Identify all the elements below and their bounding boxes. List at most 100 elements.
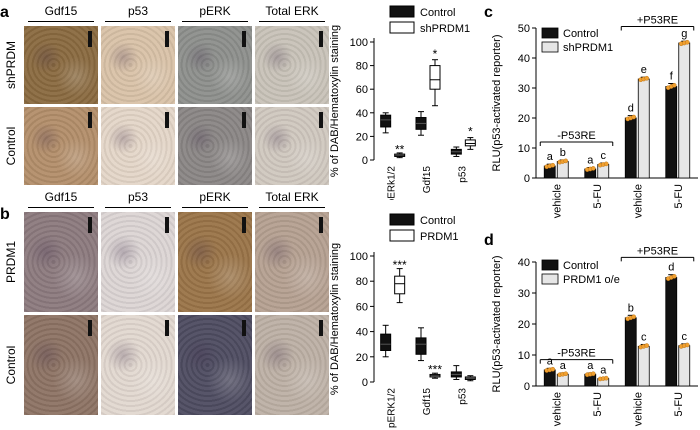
column-header-b-3: Total ERK: [265, 190, 319, 204]
micrograph-tile: [255, 26, 329, 104]
y-tick-label: 0: [362, 377, 368, 389]
legend-entry: Control: [563, 28, 598, 40]
x-tick-label: 5-FU: [673, 392, 685, 417]
group-letter: f: [670, 71, 674, 83]
significance-mark: **: [395, 142, 405, 156]
y-axis-label: % of DAB/Hematoxylin staining: [330, 25, 341, 177]
significance-mark: *: [468, 125, 473, 139]
data-point: [684, 342, 690, 348]
bar: [665, 86, 678, 179]
data-point: [590, 166, 596, 171]
y-tick-label: 0: [362, 155, 368, 167]
micrograph-tile: [178, 26, 252, 104]
micrograph-tile: [101, 107, 175, 185]
box: [380, 333, 392, 351]
legend-swatch: [389, 229, 415, 242]
y-tick-label: 20: [518, 113, 530, 125]
scale-bar: [88, 31, 92, 47]
micrograph-tile: [101, 212, 175, 312]
y-tick-label: 20: [356, 131, 368, 143]
group-letter: c: [641, 331, 647, 343]
group-letter: d: [668, 262, 674, 274]
y-tick-label: 40: [356, 108, 368, 120]
group-letter: a: [600, 365, 607, 377]
row-label-a-0: shPRDM: [4, 41, 18, 90]
y-axis-label: RLU(p53-activated reporter): [491, 256, 503, 393]
header-underline: [182, 21, 248, 22]
legend-swatch: [389, 213, 415, 226]
x-tick-label: Gdf15: [422, 388, 433, 416]
bar: [624, 317, 637, 387]
scale-bar: [319, 217, 323, 233]
x-tick-label: 5-FU: [673, 184, 685, 209]
y-axis-label: % of DAB/Hematoxylin staining: [330, 243, 341, 395]
significance-mark: ***: [393, 258, 407, 272]
micrograph-tile: [255, 212, 329, 312]
x-tick-label: 5-FU: [592, 184, 604, 209]
legend-entry: shPRDM1: [420, 23, 470, 35]
column-header-a-1: p53: [127, 4, 149, 18]
legend-entry: PRDM1 o/e: [563, 274, 620, 286]
bracket-label: -P53RE: [557, 130, 596, 142]
group-letter: a: [547, 151, 554, 163]
data-point: [644, 75, 650, 81]
row-label-a-1: Control: [4, 126, 18, 166]
header-underline: [105, 21, 171, 22]
bar: [678, 42, 691, 179]
legend-entry: Control: [420, 215, 455, 227]
group-letter: b: [628, 302, 634, 314]
scale-bar: [165, 217, 169, 233]
legend-swatch: [389, 21, 415, 34]
legend-swatch: [541, 41, 559, 53]
y-tick-label: 60: [356, 301, 368, 313]
x-tick-label: p53: [457, 388, 468, 405]
y-axis-label: RLU(p53-activated reporter): [491, 35, 503, 172]
data-point: [563, 158, 569, 164]
x-tick-label: Gdf15: [422, 166, 433, 194]
data-point: [603, 161, 609, 167]
bar: [665, 277, 678, 387]
header-underline: [28, 21, 94, 22]
x-tick-label: vehicle: [632, 184, 644, 218]
scale-bar: [88, 112, 92, 128]
y-tick-label: 0: [524, 173, 530, 185]
micrograph-tile: [178, 315, 252, 415]
scale-bar: [242, 31, 246, 47]
scale-bar: [319, 320, 323, 336]
panel-label-d: d: [484, 232, 494, 249]
scale-bar: [88, 320, 92, 336]
column-header-a-2: pERK: [199, 4, 231, 18]
header-underline: [259, 21, 325, 22]
bracket-label: +P53RE: [637, 245, 678, 257]
header-underline: [182, 207, 248, 208]
micrograph-tile: [101, 315, 175, 415]
group-letter: a: [560, 360, 567, 372]
legend-entry: shPRDM1: [563, 42, 613, 54]
group-letter: a: [587, 360, 594, 372]
chart-d-bar: 0 10 20 30 40 RLU(p53-activated reporter) Cont…: [491, 245, 698, 426]
legend-swatch: [389, 5, 415, 18]
scale-bar: [242, 320, 246, 336]
bar: [678, 345, 691, 387]
data-point: [550, 366, 556, 372]
bracket-label: +P53RE: [637, 15, 678, 27]
group-letter: a: [587, 155, 594, 167]
y-tick-label: 100: [350, 37, 368, 49]
column-header-a-3: Total ERK: [265, 4, 319, 18]
scale-bar: [165, 112, 169, 128]
scale-bar: [319, 31, 323, 47]
significance-mark: ***: [428, 362, 442, 376]
x-tick-label: 5-FU: [592, 392, 604, 417]
box: [464, 139, 476, 147]
chart-a-boxplot: 0 20 40 60 80 100 % of DAB/Hematoxylin stainin…: [330, 5, 476, 200]
header-underline: [105, 207, 171, 208]
y-tick-label: 30: [518, 83, 530, 95]
box: [415, 337, 427, 355]
panel-label-b: b: [0, 206, 10, 223]
x-tick-label: pERK1/2: [387, 388, 398, 428]
box: [394, 275, 406, 295]
y-tick-label: 50: [518, 23, 530, 35]
legend-swatch: [541, 259, 559, 271]
micrograph-tile: [255, 315, 329, 415]
micrograph-tile: [24, 26, 98, 104]
